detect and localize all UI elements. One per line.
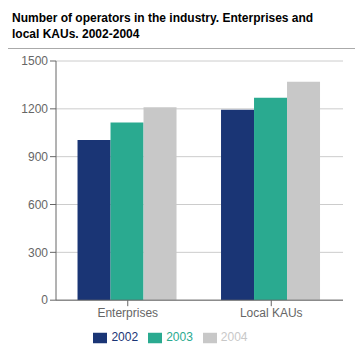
svg-text:1500: 1500 bbox=[21, 54, 48, 68]
html-text:local KAUs. 2002-2004: local KAUs. 2002-2004 bbox=[12, 27, 140, 41]
html-text:2003: 2003 bbox=[166, 330, 193, 345]
svg-text:Enterprises: Enterprises bbox=[97, 306, 158, 320]
html-text:Number of operators in the ind: Number of operators in the industry. Ent… bbox=[12, 11, 314, 25]
svg-text:0: 0 bbox=[41, 293, 48, 307]
html-text:2004: 2004 bbox=[220, 330, 248, 345]
svg-text:600: 600 bbox=[28, 198, 48, 212]
html-text:2002: 2002 bbox=[111, 330, 139, 345]
svg-text:900: 900 bbox=[28, 150, 48, 164]
svg-text:1200: 1200 bbox=[21, 102, 48, 116]
svg-text:Local KAUs: Local KAUs bbox=[240, 306, 303, 320]
svg-text:300: 300 bbox=[28, 246, 48, 260]
